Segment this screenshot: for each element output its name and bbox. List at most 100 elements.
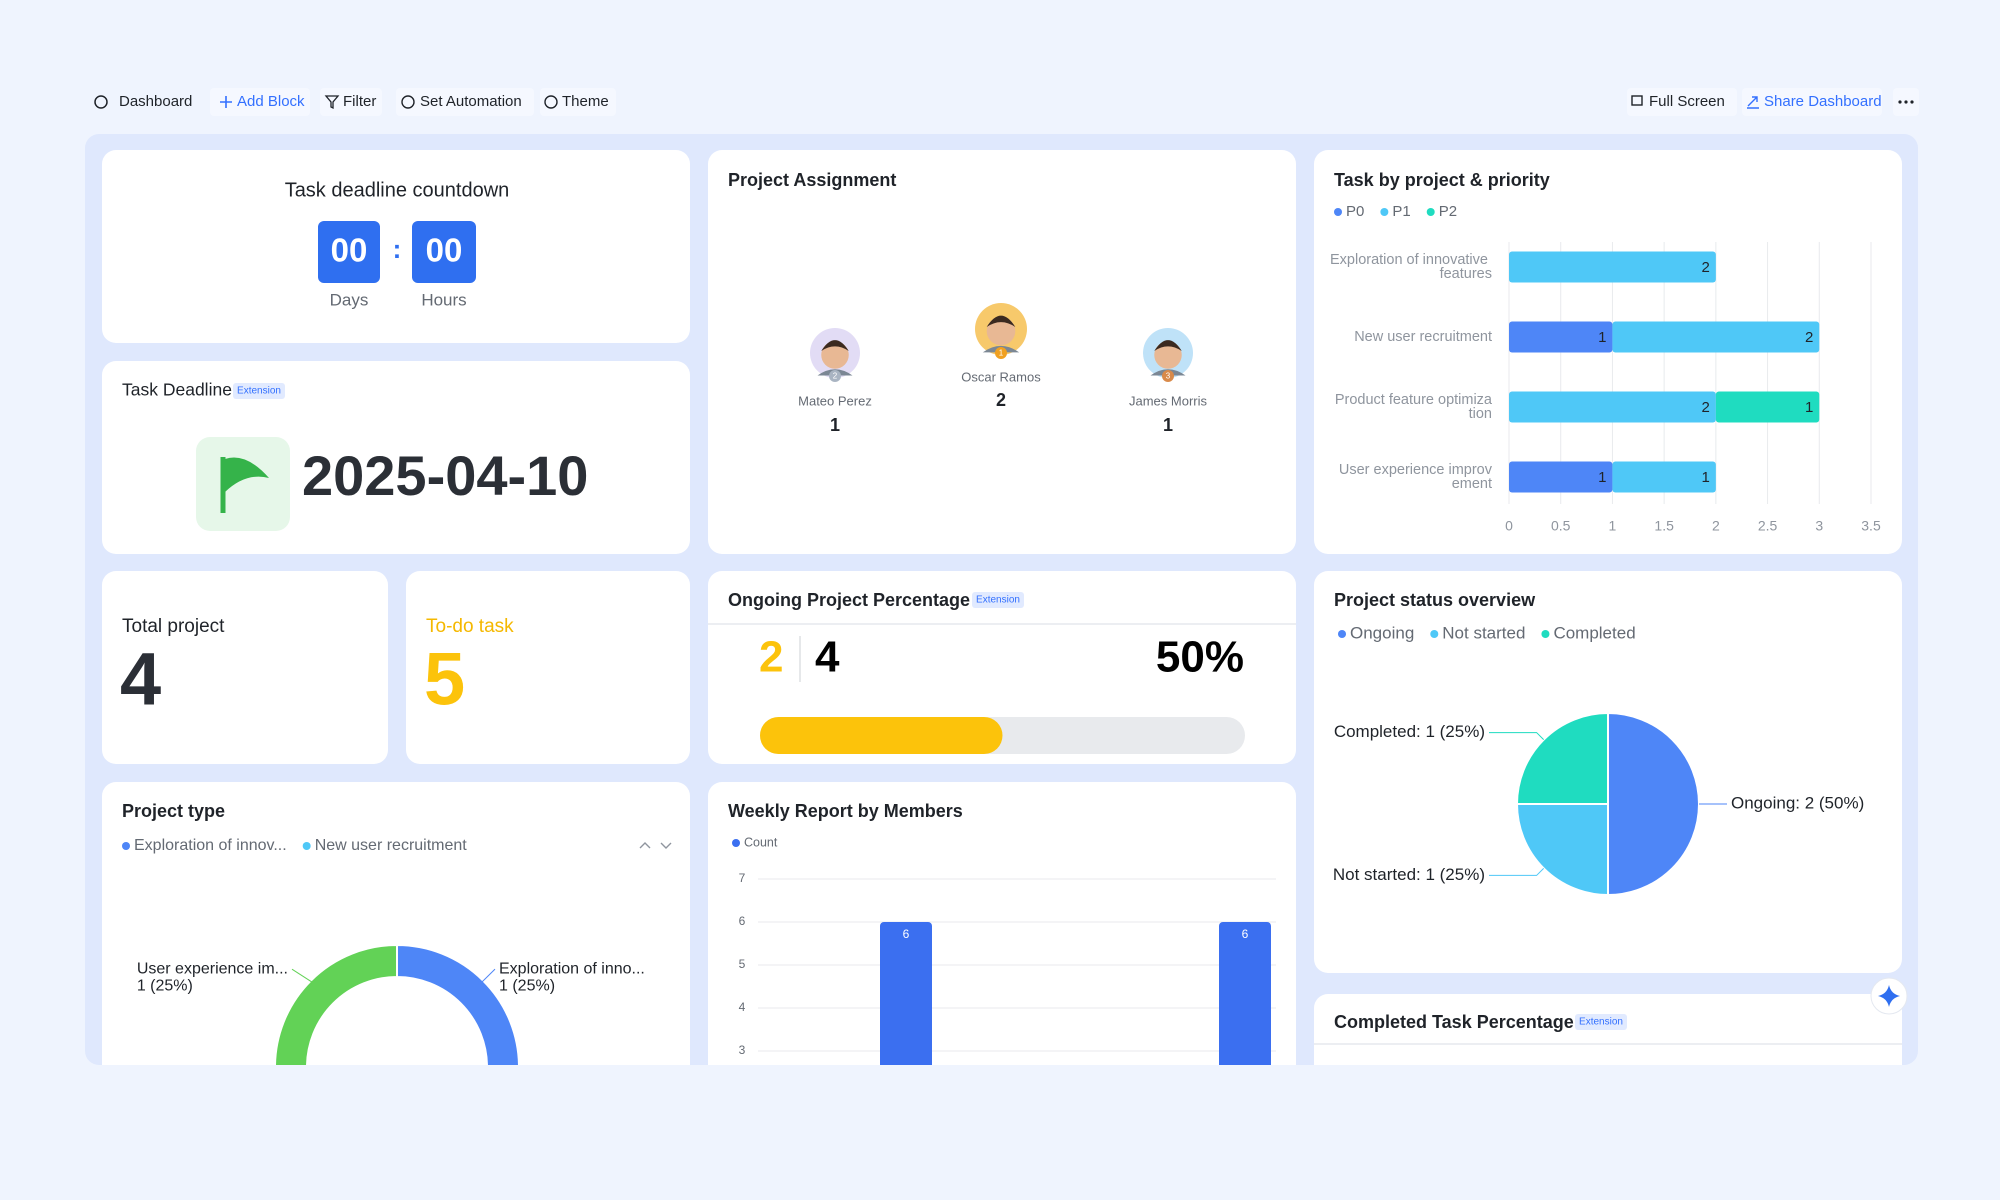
button-label: Set Automation [420, 93, 522, 110]
data-label: 2 [1805, 329, 1813, 346]
icon [94, 95, 108, 109]
data-label: 1 [1805, 399, 1813, 416]
bar-segment [1509, 251, 1716, 283]
toolbar-button[interactable]: Filter [320, 88, 382, 116]
card [102, 571, 388, 764]
ai-button[interactable] [1870, 977, 1908, 1015]
rank-number: 2 [833, 372, 838, 381]
card-title: Ongoing Project Percentage [728, 590, 970, 610]
legend-marker [1334, 208, 1342, 216]
slice-label: Exploration of inno... [499, 960, 645, 977]
legend-label: Ongoing [1350, 623, 1414, 642]
countdown-value: 00 [331, 232, 368, 269]
card-title: Project Assignment [728, 170, 896, 190]
data-label: 6 [1242, 927, 1249, 941]
toolbar-button[interactable]: Full Screen [1627, 88, 1737, 116]
more-button[interactable] [1893, 88, 1919, 116]
leader-line [1489, 867, 1545, 876]
member-name: James Morris [1129, 393, 1208, 408]
data-label: 6 [903, 927, 910, 941]
legend-label: Exploration of innov... [134, 837, 287, 854]
countdown-unit: Hours [421, 290, 466, 309]
toolbar-button[interactable]: Theme [540, 88, 616, 116]
y-tick-label: 4 [739, 1000, 746, 1014]
button-label: Dashboard [119, 93, 192, 110]
toolbar: Dashboard Add Block Filter Set Automatio… [94, 88, 1919, 116]
y-tick-label: 5 [739, 957, 746, 971]
legend-label: P2 [1439, 203, 1457, 220]
member-count: 1 [1163, 415, 1173, 435]
member-name: Oscar Ramos [961, 369, 1041, 384]
donut-slice [396, 943, 521, 1065]
avatar-hair [821, 340, 849, 351]
bar-segment [1509, 321, 1613, 353]
data-label: 1 [1702, 469, 1710, 486]
chart-title: Task by project & priority [1334, 170, 1550, 190]
bar [1219, 922, 1271, 1065]
legend-label: Not started [1442, 623, 1525, 642]
icon [220, 96, 232, 108]
toolbar-button[interactable]: Add Block [210, 88, 310, 116]
rank-badge [1162, 370, 1174, 382]
bar [880, 922, 932, 1065]
stat-label: To-do task [426, 616, 514, 637]
legend-label: Completed [1553, 623, 1635, 642]
toolbar-button[interactable]: Share Dashboard [1742, 88, 1882, 116]
member-name: Mateo Perez [798, 393, 872, 408]
icon [544, 95, 558, 109]
card-title: Completed Task Percentage [1334, 1012, 1574, 1032]
x-tick-label: 1 [1609, 518, 1617, 534]
badge [1575, 1014, 1627, 1030]
data-label: Not started: 1 (25%) [1333, 865, 1485, 884]
badge-text: Extension [976, 595, 1020, 606]
avatar-face [986, 316, 1016, 346]
flag-icon-bg [196, 437, 290, 531]
bar-segment [1612, 321, 1820, 353]
y-tick-label: Product feature optimiza tion [1335, 392, 1493, 422]
card-title: Task Deadline [122, 380, 232, 400]
countdown-value: 00 [426, 232, 463, 269]
x-tick-label: 3 [1815, 518, 1823, 534]
dot [1910, 100, 1914, 104]
stat-value: 5 [424, 638, 465, 721]
button-bg [1742, 88, 1882, 116]
toolbar-button[interactable]: Dashboard [94, 93, 192, 110]
button-bg [1627, 88, 1737, 116]
legend-pager[interactable] [639, 842, 672, 849]
button-label: Full Screen [1649, 93, 1725, 110]
legend-label: Count [744, 835, 778, 849]
legend-marker [732, 839, 740, 847]
dot [1904, 100, 1908, 104]
legend-label: P1 [1392, 203, 1410, 220]
y-tick-label: 6 [739, 914, 746, 928]
icon [401, 95, 415, 109]
ai-icon [1878, 985, 1900, 1007]
avatar-face [1154, 341, 1182, 369]
chart-title: Project type [122, 801, 225, 821]
avatars: 2 1 3 [810, 303, 1193, 382]
badge-text: Extension [1579, 1017, 1623, 1028]
x-tick-label: 3.5 [1861, 518, 1881, 534]
chart-title: Weekly Report by Members [728, 801, 963, 821]
data-label: 2 [1702, 259, 1710, 276]
data-label: 1 [1598, 329, 1606, 346]
y-tick-label: New user recruitment [1354, 329, 1492, 345]
data-label: 1 [1598, 469, 1606, 486]
leader-line [1489, 732, 1545, 741]
legend-label: P0 [1346, 203, 1364, 220]
button-bg [396, 88, 534, 116]
legend-marker [1380, 208, 1389, 216]
x-tick-label: 2.5 [1758, 518, 1778, 534]
y-tick-label: User experience improv ement [1339, 462, 1493, 492]
toolbar-button[interactable]: Set Automation [396, 88, 534, 116]
button-label: Filter [343, 93, 376, 110]
button-label: Add Block [237, 93, 305, 110]
ongoing-done: 2 [759, 633, 783, 682]
card [406, 571, 690, 764]
slice-label: User experience im... [137, 960, 288, 977]
y-tick-label: 3 [739, 1043, 746, 1057]
button-bg [540, 88, 616, 116]
x-tick-label: 0.5 [1551, 518, 1571, 534]
